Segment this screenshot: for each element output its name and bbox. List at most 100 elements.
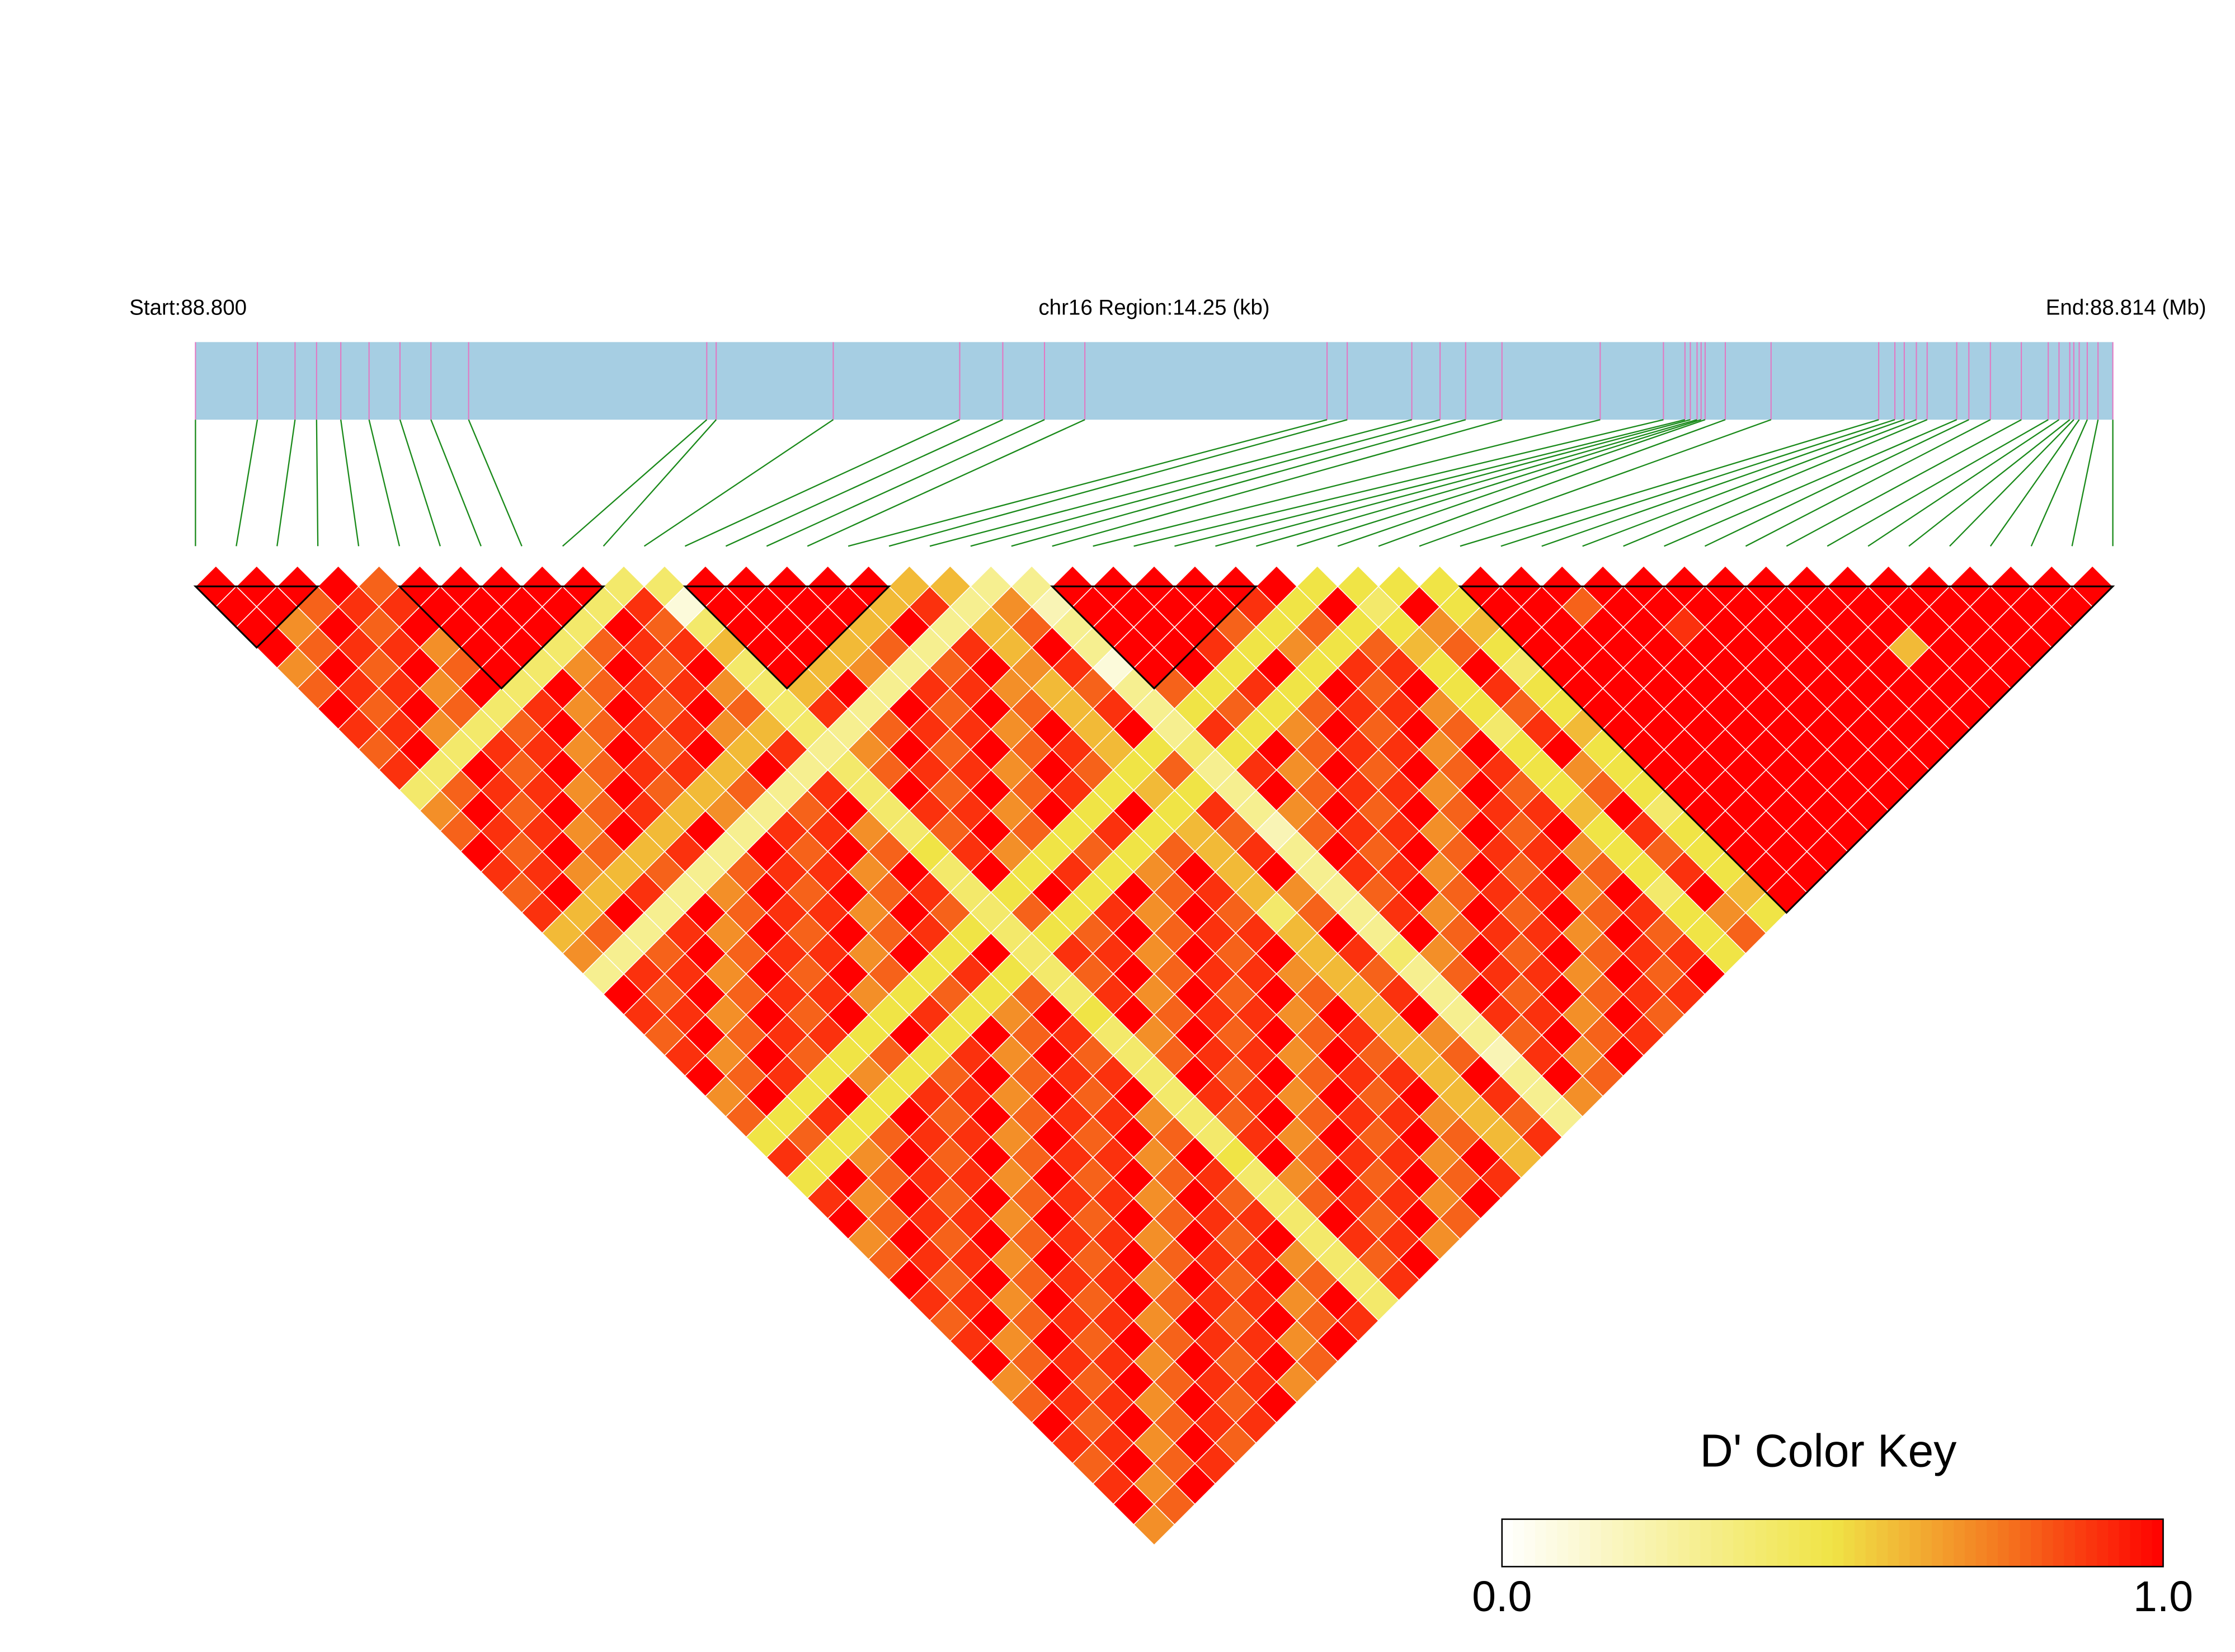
- color-key-band: [1557, 1519, 1569, 1567]
- end-label: End:88.814 (Mb): [2046, 296, 2206, 320]
- snp-connector: [430, 419, 482, 547]
- color-key-tick-label: 0.0: [1472, 1573, 1532, 1621]
- color-key-band: [2053, 1519, 2065, 1567]
- block-outline: [1458, 585, 2115, 914]
- color-key-band: [1656, 1519, 1668, 1567]
- color-key-band: [2064, 1519, 2076, 1567]
- snp-connector: [1541, 419, 1905, 547]
- color-key-band: [2041, 1519, 2054, 1567]
- snp-connector: [1419, 419, 1772, 547]
- color-key-band: [1678, 1519, 1690, 1567]
- start-label: Start:88.800: [129, 296, 247, 320]
- color-key-band: [2152, 1519, 2164, 1567]
- block-outline: [1050, 585, 1259, 690]
- color-key-band: [1810, 1519, 1822, 1567]
- snp-connector: [1133, 419, 1664, 547]
- color-key-band: [1965, 1519, 1977, 1567]
- snp-connector: [970, 419, 1441, 547]
- snp-connector: [1827, 419, 2049, 547]
- color-key-band: [1876, 1519, 1888, 1567]
- snp-connector: [1623, 419, 1928, 547]
- color-key-band: [1987, 1519, 1998, 1567]
- color-key-band: [2141, 1519, 2153, 1567]
- snp-connector: [368, 419, 401, 547]
- snp-connector: [1582, 419, 1917, 547]
- color-key-frame: [1501, 1518, 2164, 1568]
- color-key-band: [1821, 1519, 1833, 1567]
- color-key-band: [1568, 1519, 1580, 1567]
- color-key-band: [2074, 1519, 2087, 1567]
- snp-connector: [1215, 419, 1691, 547]
- snp-connector: [1296, 419, 1702, 547]
- region-label: chr16 Region:14.25 (kb): [1038, 296, 1269, 320]
- color-key-band: [2086, 1519, 2098, 1567]
- block-outline: [683, 585, 891, 690]
- snp-connector: [1052, 419, 1503, 547]
- snp-connector: [766, 419, 1045, 547]
- color-key-band: [1766, 1519, 1778, 1567]
- color-key-band: [1799, 1519, 1811, 1567]
- snp-connector: [929, 419, 1412, 547]
- snp-connector: [603, 419, 717, 547]
- color-key-band: [1942, 1519, 1955, 1567]
- snp-connector: [1704, 419, 1969, 547]
- color-key-band: [1700, 1519, 1712, 1567]
- snp-connector: [1745, 419, 1991, 547]
- color-key-title: D' Color Key: [1700, 1426, 1957, 1477]
- gene-bar: [195, 342, 2113, 420]
- color-key-band: [1843, 1519, 1855, 1567]
- snp-connector: [276, 420, 296, 547]
- snp-connector: [468, 419, 523, 547]
- color-key-band: [1634, 1519, 1646, 1567]
- snp-connector: [684, 419, 960, 547]
- color-key-band: [2097, 1519, 2109, 1567]
- color-key-band: [1535, 1519, 1547, 1567]
- snp-connector: [725, 419, 1003, 547]
- color-key-band: [2008, 1519, 2021, 1567]
- color-key-band: [1975, 1519, 1988, 1567]
- color-key-band: [1579, 1519, 1591, 1567]
- color-key-band: [1909, 1519, 1921, 1567]
- color-key-band: [2031, 1519, 2043, 1567]
- color-key-band: [1667, 1519, 1679, 1567]
- block-outline: [397, 585, 606, 690]
- color-key-band: [1832, 1519, 1845, 1567]
- color-key-band: [1513, 1519, 1524, 1567]
- color-key-band: [1546, 1519, 1558, 1567]
- color-key-band: [1888, 1519, 1899, 1567]
- color-key-band: [1898, 1519, 1911, 1567]
- color-key-band: [2020, 1519, 2031, 1567]
- color-key-band: [1755, 1519, 1767, 1567]
- color-key-band: [1865, 1519, 1878, 1567]
- snp-connector: [1337, 419, 1706, 547]
- snp-connector: [1949, 419, 2074, 547]
- snp-connector: [1011, 419, 1466, 547]
- color-key-band: [2130, 1519, 2142, 1567]
- snp-connector: [1786, 419, 2022, 547]
- color-key-tick-label: 1.0: [2133, 1573, 2193, 1621]
- snp-connector: [1500, 419, 1895, 547]
- snp-connector: [1093, 419, 1601, 547]
- snp-connector: [316, 420, 319, 547]
- snp-connector: [1867, 419, 2060, 547]
- color-key-band: [1998, 1519, 2010, 1567]
- snp-connector: [236, 420, 258, 547]
- snp-connector: [1255, 419, 1697, 547]
- color-key-band: [1623, 1519, 1635, 1567]
- color-key-band: [1645, 1519, 1657, 1567]
- color-key-band: [1921, 1519, 1932, 1567]
- color-key-band: [2108, 1519, 2120, 1567]
- color-key-band: [1689, 1519, 1701, 1567]
- color-key-band: [1711, 1519, 1723, 1567]
- color-key-band: [1612, 1519, 1624, 1567]
- color-key-band: [2119, 1519, 2131, 1567]
- snp-connector: [888, 419, 1348, 547]
- color-key-band: [1788, 1519, 1800, 1567]
- color-key-band: [1777, 1519, 1789, 1567]
- color-key-band: [1524, 1519, 1536, 1567]
- snp-connector: [1664, 419, 1958, 547]
- color-key-band: [1590, 1519, 1602, 1567]
- color-key-band: [1601, 1519, 1613, 1567]
- color-key-band: [1722, 1519, 1734, 1567]
